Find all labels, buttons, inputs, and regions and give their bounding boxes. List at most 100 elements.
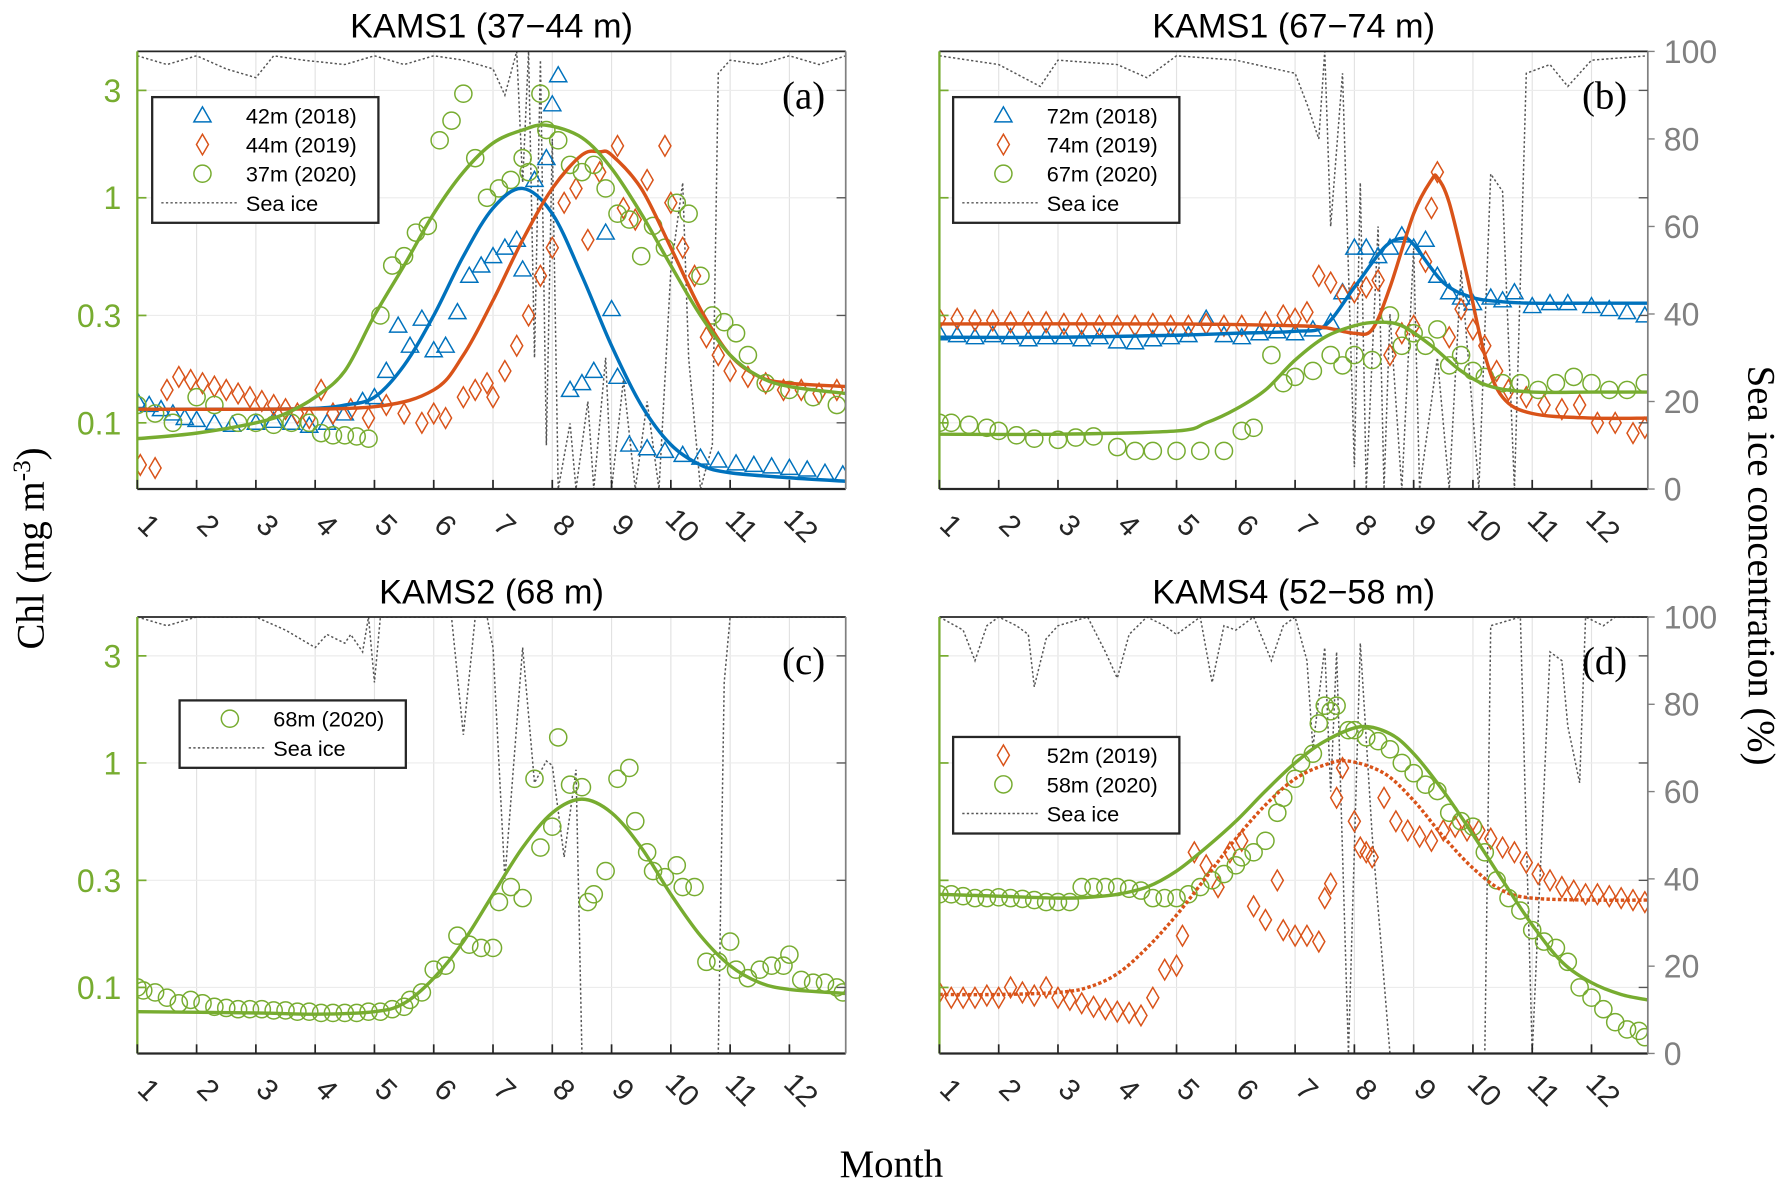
circle-marker <box>454 84 473 104</box>
circle-marker <box>1522 920 1542 940</box>
circle-marker <box>205 395 224 415</box>
circle-marker <box>1309 714 1329 733</box>
diamond-marker <box>438 406 453 430</box>
circle-marker <box>774 956 793 975</box>
diamond-marker <box>1074 312 1089 336</box>
circle-marker <box>335 426 355 445</box>
circle-marker <box>977 418 997 438</box>
circle-marker <box>1416 775 1435 795</box>
circle-marker <box>596 861 615 881</box>
circle-marker <box>965 888 985 908</box>
sea-ice-line <box>939 51 1648 490</box>
triangle-marker <box>637 438 657 456</box>
y2-axis-label: Sea ice concentration (%) <box>1739 366 1782 766</box>
y2-tick-label: 60 <box>1664 774 1700 810</box>
diamond-marker <box>1134 1003 1148 1028</box>
circle-marker <box>780 945 799 964</box>
diamond-marker <box>266 393 281 417</box>
diamond-marker <box>968 308 982 333</box>
circle-marker <box>1167 441 1186 461</box>
triangle-marker <box>1599 299 1620 317</box>
triangle-marker <box>192 105 213 123</box>
panel-title: KAMS2 (68 m) <box>379 573 604 611</box>
circle-marker <box>1345 345 1364 365</box>
circle-marker <box>1428 320 1447 339</box>
diamond-marker <box>1590 882 1605 907</box>
x-tick-label: 2 <box>190 1073 225 1108</box>
circle-marker <box>1244 418 1263 438</box>
x-tick-label: 3 <box>1052 1073 1087 1108</box>
diamond-marker <box>1454 297 1468 321</box>
circle-marker <box>471 938 491 958</box>
diamond-marker <box>254 389 269 413</box>
circle-marker <box>477 188 497 208</box>
circle-marker <box>631 246 651 266</box>
triangle-marker <box>222 414 243 432</box>
diamond-marker <box>1110 999 1125 1024</box>
triangle-marker <box>1522 296 1543 314</box>
circle-marker <box>288 1002 307 1021</box>
circle-marker <box>1244 842 1263 862</box>
x-tick-label: 9 <box>605 1073 640 1108</box>
panel-title: KAMS1 (37−44 m) <box>350 8 633 46</box>
legend: 42m (2018) 44m (2019) 37m (2020) Sea ice <box>151 95 380 224</box>
diamond-marker <box>1223 840 1237 865</box>
diamond-marker <box>361 406 376 430</box>
x-tick-label: 12 <box>777 502 824 549</box>
triangle-marker <box>939 323 950 341</box>
circle-marker <box>1084 427 1103 446</box>
diamond-marker <box>1566 878 1581 903</box>
diamond-marker <box>1424 196 1439 220</box>
diamond-marker <box>1626 888 1640 912</box>
diamond-marker <box>1122 1001 1136 1025</box>
circle-marker <box>1635 1027 1648 1047</box>
x-tick-label: 6 <box>1230 1073 1265 1108</box>
triangle-marker <box>779 457 800 476</box>
diamond-marker <box>1406 313 1421 338</box>
circle-marker <box>1582 988 1601 1008</box>
x-tick-label: 11 <box>719 503 764 548</box>
diamond-marker <box>1626 421 1640 445</box>
x-tick-label: 1 <box>131 1073 166 1108</box>
y2-tick-label: 0 <box>1664 1036 1682 1072</box>
diamond-marker <box>1300 300 1314 325</box>
triangle-marker <box>471 255 492 273</box>
circle-marker <box>1617 1020 1637 1039</box>
x-tick-label: 6 <box>428 508 463 543</box>
diamond-marker <box>640 168 654 192</box>
x-tick-label: 6 <box>1230 508 1265 543</box>
diamond-marker <box>658 134 672 158</box>
diamond-marker <box>950 307 965 331</box>
diamond-marker <box>486 385 500 409</box>
diamond-marker <box>1430 160 1445 184</box>
x-tick-label: 1 <box>131 508 166 543</box>
circle-marker <box>1475 842 1495 862</box>
circle-marker <box>531 84 550 104</box>
triangle-marker <box>512 259 533 277</box>
diamond-marker <box>1418 249 1433 274</box>
circle-marker <box>347 427 366 446</box>
y-tick-label: 3 <box>104 73 122 109</box>
circle-marker <box>181 990 200 1010</box>
circle-marker <box>560 775 580 795</box>
diamond-marker <box>533 264 548 288</box>
circle-marker <box>436 956 455 975</box>
diamond-marker <box>1531 862 1546 886</box>
diamond-marker <box>243 385 257 409</box>
circle-marker <box>548 728 568 747</box>
circle-marker <box>1143 888 1163 908</box>
triangle-marker <box>672 444 693 463</box>
triangle-marker <box>726 453 746 471</box>
diamond-marker <box>1021 310 1036 334</box>
triangle-marker <box>506 229 527 248</box>
x-tick-label: 12 <box>777 1067 824 1114</box>
circle-marker <box>1534 932 1554 951</box>
circle-marker <box>548 131 568 150</box>
circle-marker <box>596 179 615 198</box>
circle-marker <box>531 838 550 857</box>
legend-label: 44m (2019) <box>246 133 357 158</box>
diamond-marker <box>1347 809 1362 834</box>
circle-marker <box>163 413 183 433</box>
circle-marker <box>246 413 266 433</box>
